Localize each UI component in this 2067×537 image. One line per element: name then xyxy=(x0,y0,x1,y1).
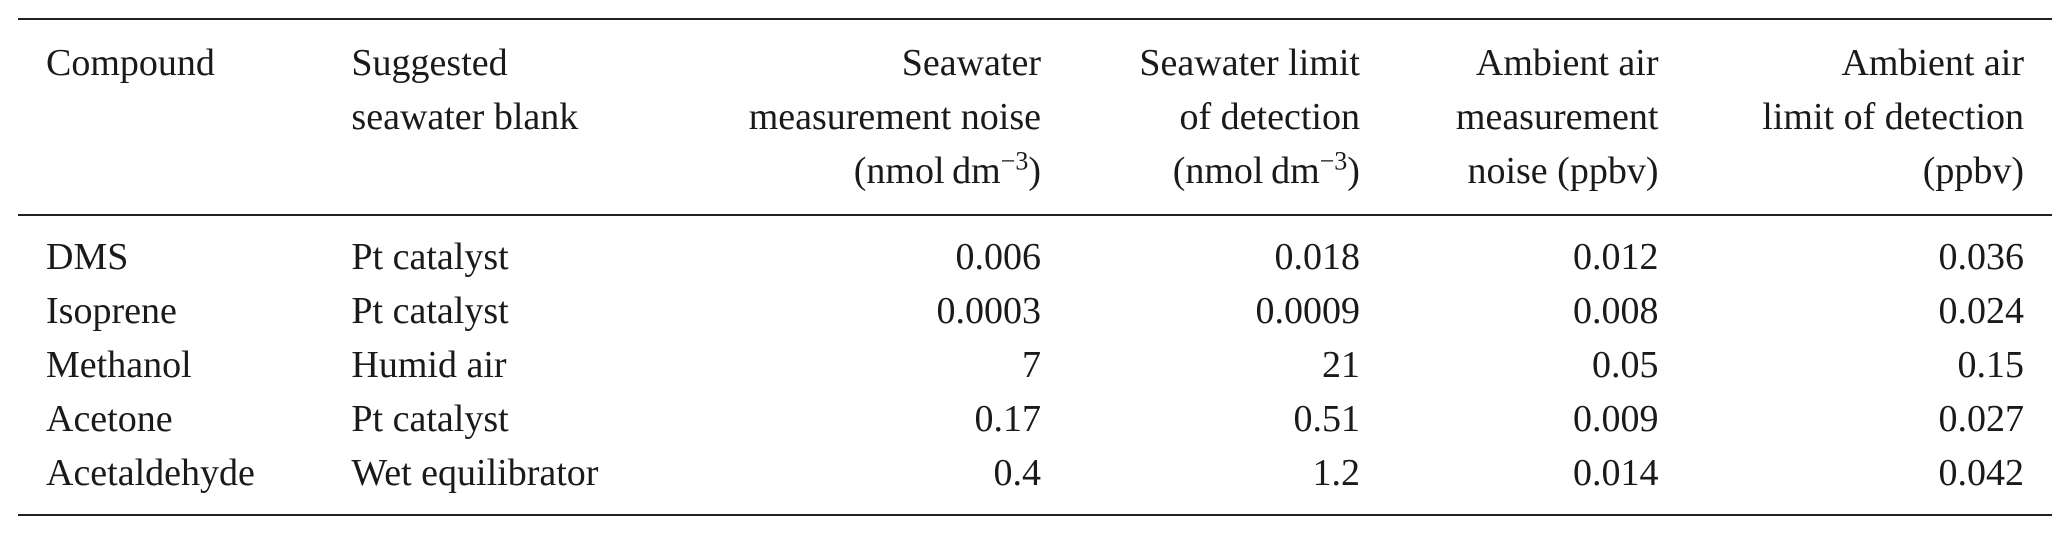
cell-blank: Wet equilibrator xyxy=(351,452,599,494)
header-line: Ambient air xyxy=(1841,42,2024,84)
table-row: Isoprene Pt catalyst 0.0003 0.0009 0.008… xyxy=(18,284,2052,338)
cell-air-lod: 0.024 xyxy=(1938,290,2025,332)
cell-blank: Pt catalyst xyxy=(351,290,509,332)
header-compound: Compound xyxy=(18,19,321,215)
header-line: Ambient air xyxy=(1475,42,1659,84)
cell-seawater-lod: 0.51 xyxy=(1293,398,1360,440)
header-air-noise: Ambient air measurement noise (ppbv) xyxy=(1390,19,1689,215)
cell-seawater-noise: 0.006 xyxy=(955,236,1042,278)
header-line: measurement noise xyxy=(748,96,1041,138)
header-line: Seawater limit xyxy=(1139,42,1360,84)
cell-seawater-noise: 0.4 xyxy=(993,452,1042,494)
cell-air-noise: 0.05 xyxy=(1591,344,1659,386)
header-air-lod: Ambient air limit of detection (ppbv) xyxy=(1688,19,2052,215)
data-table-container: Compound Suggested seawater blank Seawat… xyxy=(18,18,2052,516)
table-row: Methanol Humid air 7 21 0.05 0.15 xyxy=(18,338,2052,392)
cell-seawater-noise: 0.17 xyxy=(974,398,1042,440)
cell-blank: Pt catalyst xyxy=(351,236,509,278)
header-line: Compound xyxy=(46,42,215,84)
cell-compound: Acetone xyxy=(46,398,173,440)
cell-compound: Methanol xyxy=(46,344,192,386)
header-seawater-lod: Seawater limit of detection (nmol dm−3) xyxy=(1071,19,1390,215)
header-line: measurement xyxy=(1455,96,1659,138)
header-line: Suggested xyxy=(351,42,508,84)
header-unit-line: (nmol dm−3) xyxy=(1101,144,1360,198)
cell-air-noise: 0.012 xyxy=(1572,236,1659,278)
header-seawater-noise: Seawater measurement noise (nmol dm−3) xyxy=(670,19,1071,215)
cell-air-lod: 0.027 xyxy=(1938,398,2025,440)
cell-air-lod: 0.15 xyxy=(1957,344,2025,386)
header-unit-exponent: −3 xyxy=(1319,146,1348,176)
header-line: limit of detection xyxy=(1762,96,2024,138)
header-unit-close: ) xyxy=(1028,150,1041,192)
cell-air-noise: 0.008 xyxy=(1572,290,1659,332)
compound-detection-table: Compound Suggested seawater blank Seawat… xyxy=(18,18,2052,516)
table-header: Compound Suggested seawater blank Seawat… xyxy=(18,19,2052,215)
header-suggested-blank: Suggested seawater blank xyxy=(321,19,670,215)
table-row: DMS Pt catalyst 0.006 0.018 0.012 0.036 xyxy=(18,215,2052,284)
header-line: Seawater xyxy=(901,42,1041,84)
header-unit-text: (nmol dm xyxy=(1172,150,1320,192)
header-unit-exponent: −3 xyxy=(1000,146,1029,176)
table-row: Acetone Pt catalyst 0.17 0.51 0.009 0.02… xyxy=(18,392,2052,446)
header-row: Compound Suggested seawater blank Seawat… xyxy=(18,19,2052,215)
cell-blank: Humid air xyxy=(351,344,507,386)
header-line: (ppbv) xyxy=(1922,150,2024,192)
cell-compound: Acetaldehyde xyxy=(46,452,255,494)
header-unit-text: (nmol dm xyxy=(853,150,1001,192)
cell-seawater-lod: 21 xyxy=(1321,344,1360,386)
header-line: of detection xyxy=(1179,96,1360,138)
cell-compound: Isoprene xyxy=(46,290,177,332)
cell-air-noise: 0.009 xyxy=(1572,398,1659,440)
cell-air-noise: 0.014 xyxy=(1572,452,1659,494)
cell-seawater-lod: 0.018 xyxy=(1274,236,1360,278)
header-unit-line: (nmol dm−3) xyxy=(700,144,1041,198)
cell-seawater-noise: 0.0003 xyxy=(936,290,1042,332)
table-row: Acetaldehyde Wet equilibrator 0.4 1.2 0.… xyxy=(18,446,2052,515)
cell-compound: DMS xyxy=(46,236,129,278)
cell-seawater-noise: 7 xyxy=(1022,344,1041,386)
cell-blank: Pt catalyst xyxy=(351,398,509,440)
cell-seawater-lod: 1.2 xyxy=(1312,452,1360,494)
cell-air-lod: 0.042 xyxy=(1938,452,2025,494)
header-unit-close: ) xyxy=(1347,150,1360,192)
header-line: seawater blank xyxy=(351,96,579,138)
table-body: DMS Pt catalyst 0.006 0.018 0.012 0.036 … xyxy=(18,215,2052,515)
cell-air-lod: 0.036 xyxy=(1938,236,2025,278)
cell-seawater-lod: 0.0009 xyxy=(1255,290,1360,332)
header-line: noise (ppbv) xyxy=(1467,150,1659,192)
